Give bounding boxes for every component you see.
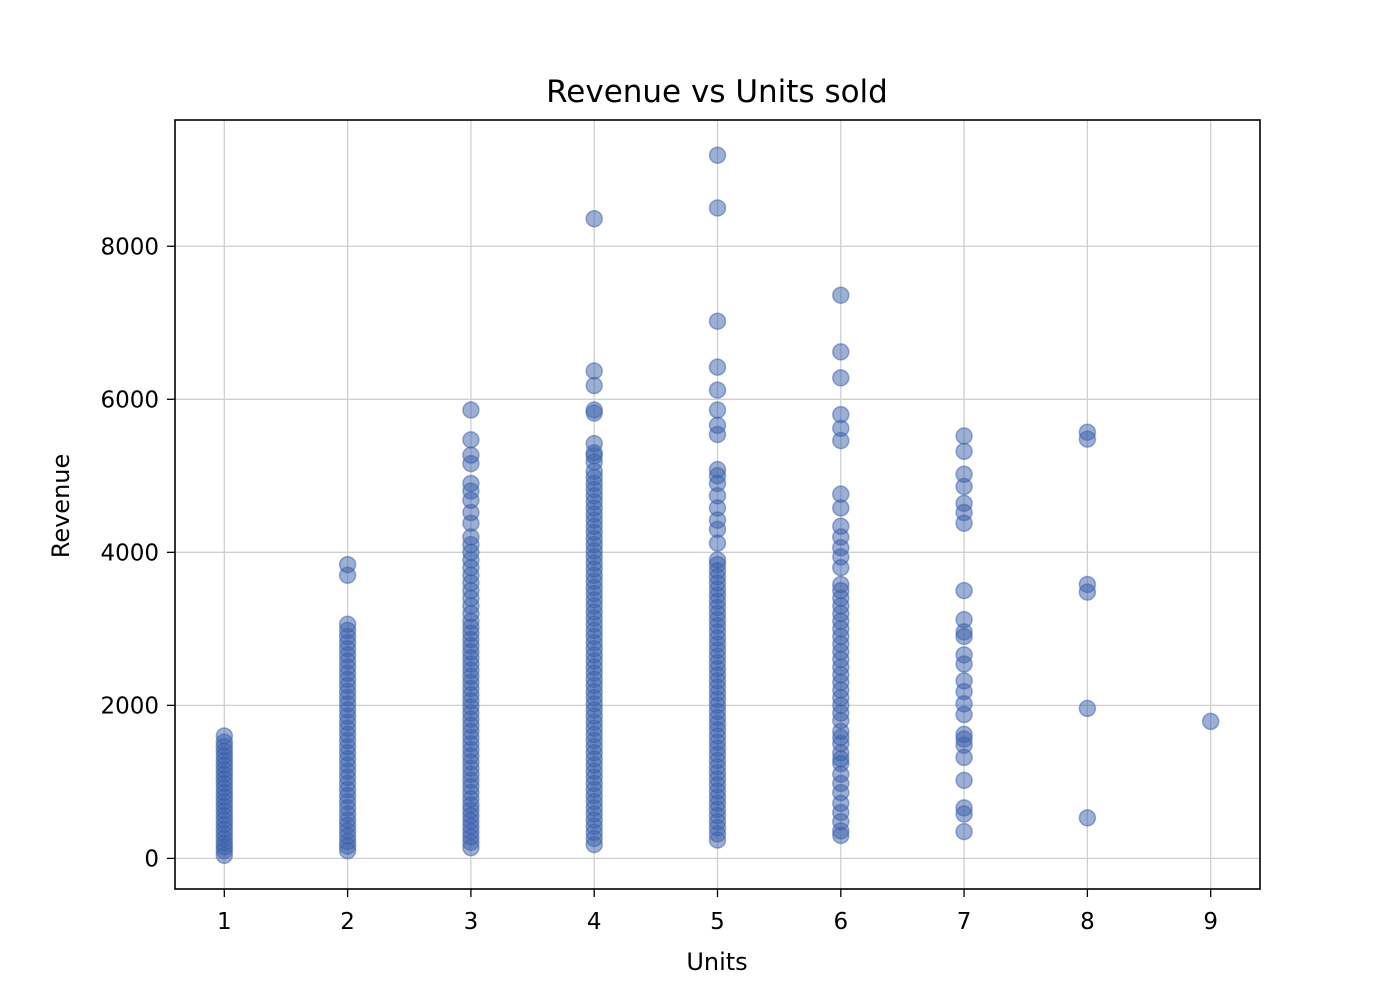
data-point — [585, 209, 603, 228]
data-point — [708, 551, 727, 569]
data-point — [832, 517, 850, 536]
data-point — [1078, 699, 1097, 718]
data-point — [462, 446, 480, 464]
data-point — [338, 555, 357, 574]
data-point — [832, 485, 850, 503]
data-point — [832, 369, 850, 387]
x-tick-label: 8 — [1080, 909, 1095, 935]
data-point — [832, 575, 850, 594]
data-point — [1201, 712, 1220, 731]
data-point — [832, 343, 850, 361]
x-axis-label: Units — [686, 948, 747, 976]
data-point — [708, 146, 727, 164]
y-tick-label: 4000 — [100, 540, 159, 566]
data-points — [215, 146, 1220, 865]
data-point — [1078, 575, 1097, 594]
data-point — [955, 427, 973, 445]
x-tick-label: 5 — [710, 909, 725, 935]
chart-title: Revenue vs Units sold — [546, 74, 888, 110]
data-point — [955, 822, 973, 841]
data-point — [955, 494, 973, 513]
data-point — [585, 376, 603, 395]
data-point — [1078, 809, 1097, 827]
data-point — [955, 581, 973, 600]
data-point — [338, 615, 357, 633]
x-tick-label: 9 — [1203, 909, 1218, 935]
data-point — [585, 401, 603, 419]
data-point — [1078, 423, 1097, 441]
data-point — [462, 401, 480, 419]
x-tick-label: 6 — [833, 909, 848, 935]
x-axis-ticks: 1 2 3 4 5 6 7 8 9 — [217, 889, 1218, 935]
data-point — [955, 771, 973, 790]
data-point — [585, 362, 603, 380]
data-point — [708, 460, 727, 479]
data-point — [462, 431, 480, 449]
data-point — [955, 725, 973, 744]
y-axis-ticks: 0 2000 4000 6000 8000 — [100, 234, 175, 872]
x-tick-label: 7 — [957, 909, 972, 935]
data-point — [955, 672, 973, 690]
data-point — [708, 312, 727, 330]
y-tick-label: 6000 — [100, 387, 159, 413]
data-point — [708, 401, 727, 419]
x-tick-label: 1 — [217, 909, 232, 935]
data-point — [462, 474, 480, 493]
data-point — [215, 727, 234, 745]
data-point — [832, 405, 850, 424]
x-tick-label: 4 — [587, 909, 602, 935]
data-point — [955, 465, 973, 484]
data-point — [585, 434, 603, 453]
data-point — [955, 442, 973, 461]
data-point — [955, 646, 973, 664]
data-point — [708, 416, 727, 435]
data-point — [832, 286, 850, 304]
x-tick-label: 2 — [340, 909, 355, 935]
data-point — [955, 610, 973, 629]
y-tick-label: 8000 — [100, 234, 159, 260]
y-axis-label: Revenue — [47, 454, 75, 559]
data-point — [708, 358, 727, 376]
y-tick-label: 2000 — [100, 693, 159, 719]
data-point — [708, 199, 727, 217]
y-tick-label: 0 — [144, 846, 159, 872]
data-point — [708, 381, 727, 399]
x-tick-label: 3 — [464, 909, 479, 935]
data-point — [955, 799, 973, 817]
